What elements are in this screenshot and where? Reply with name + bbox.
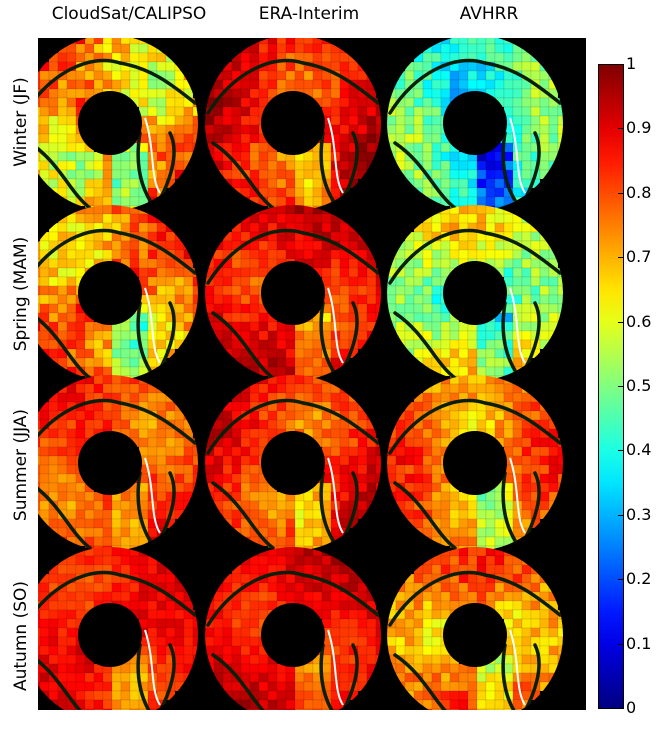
row-title-autumn: Autumn (SO)	[11, 580, 31, 692]
colorbar-tick-label: 0.8	[626, 182, 652, 202]
map-panel	[22, 35, 198, 211]
row-title-winter: Winter (JF)	[11, 77, 31, 167]
colorbar-tick-label: 0.5	[626, 376, 652, 395]
colorbar-tick-mark	[618, 321, 624, 323]
colorbar-tick-mark	[618, 386, 624, 387]
colorbar-tick-label: 0.1	[626, 633, 652, 653]
column-title-avhrr: AVHRR	[459, 4, 519, 24]
map-panel	[205, 547, 381, 723]
colorbar-tick-mark	[618, 64, 624, 65]
colorbar-tick-label: 0.9	[626, 118, 652, 138]
colorbar-tick-mark	[618, 579, 624, 581]
colorbar-tick-mark	[618, 514, 624, 516]
map-panel	[22, 205, 198, 381]
colorbar-tick-mark	[618, 708, 624, 709]
row-title-summer: Summer (JJA)	[11, 408, 31, 522]
colorbar-tick-label: 0.7	[626, 247, 652, 267]
colorbar-tick-label: 0.4	[626, 440, 652, 460]
map-panel	[22, 375, 198, 551]
map-panel-grid	[22, 35, 586, 723]
map-panel	[22, 547, 198, 723]
colorbar-tick-mark	[618, 192, 624, 194]
polar-maps-svg	[22, 35, 563, 723]
map-panel	[387, 547, 563, 723]
column-title-cloudsat: CloudSat/CALIPSO	[51, 4, 207, 24]
colorbar-tick-label: 0.2	[626, 569, 652, 589]
map-panel	[387, 375, 563, 551]
colorbar-tick-mark	[618, 257, 624, 259]
colorbar-tick-label: 1	[626, 54, 637, 73]
row-title-spring: Spring (MAM)	[11, 236, 31, 352]
colorbar-tick-mark	[618, 128, 624, 130]
colorbar-tick-label: 0.3	[626, 504, 652, 524]
map-panel	[205, 375, 381, 551]
map-panel	[387, 35, 563, 211]
colorbar-tick-label: 0.6	[626, 311, 652, 331]
map-panel	[387, 205, 563, 381]
colorbar-tick-label: 0	[626, 698, 637, 717]
colorbar-tick-mark	[618, 643, 624, 645]
map-panel	[205, 205, 381, 381]
map-panel	[205, 35, 381, 211]
colorbar-tick-mark	[618, 450, 624, 452]
column-title-era-interim: ERA-Interim	[258, 4, 360, 24]
